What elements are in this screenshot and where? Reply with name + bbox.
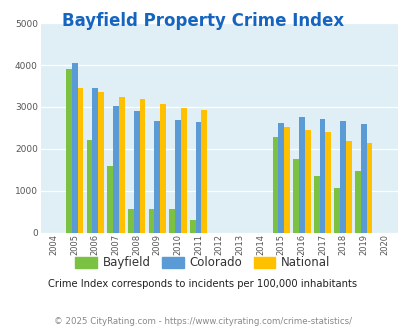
Bar — [272, 137, 277, 233]
Bar — [345, 141, 351, 233]
Bar — [128, 209, 133, 233]
Bar — [334, 188, 339, 233]
Legend: Bayfield, Colorado, National: Bayfield, Colorado, National — [70, 252, 335, 274]
Bar — [190, 220, 195, 233]
Bar — [180, 108, 186, 233]
Bar — [304, 130, 310, 233]
Bar — [169, 209, 175, 233]
Bar — [113, 106, 119, 233]
Text: Bayfield Property Crime Index: Bayfield Property Crime Index — [62, 12, 343, 30]
Bar — [139, 99, 145, 233]
Bar — [175, 120, 180, 233]
Bar — [107, 166, 113, 233]
Bar — [339, 121, 345, 233]
Bar — [284, 127, 289, 233]
Bar — [72, 63, 77, 233]
Bar — [66, 69, 72, 233]
Bar — [77, 88, 83, 233]
Bar — [298, 117, 304, 233]
Bar — [92, 88, 98, 233]
Bar — [354, 171, 360, 233]
Bar — [86, 140, 92, 233]
Bar — [366, 143, 371, 233]
Bar — [319, 119, 324, 233]
Bar — [98, 92, 104, 233]
Bar — [313, 176, 319, 233]
Text: © 2025 CityRating.com - https://www.cityrating.com/crime-statistics/: © 2025 CityRating.com - https://www.city… — [54, 317, 351, 326]
Bar — [201, 110, 207, 233]
Bar — [324, 132, 330, 233]
Bar — [277, 123, 284, 233]
Bar — [154, 121, 160, 233]
Bar — [195, 121, 201, 233]
Bar — [292, 159, 298, 233]
Bar — [148, 209, 154, 233]
Bar — [360, 124, 366, 233]
Text: Crime Index corresponds to incidents per 100,000 inhabitants: Crime Index corresponds to incidents per… — [48, 279, 357, 289]
Bar — [160, 104, 166, 233]
Bar — [119, 97, 124, 233]
Bar — [133, 111, 139, 233]
